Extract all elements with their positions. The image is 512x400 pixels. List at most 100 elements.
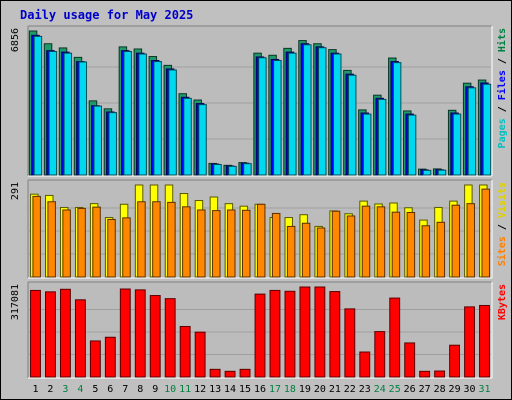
bar-kbytes-day-7 bbox=[119, 288, 131, 378]
bar-sites-day-9 bbox=[152, 201, 161, 278]
bar-pages-day-9 bbox=[153, 61, 162, 176]
day-label-2: 2 bbox=[47, 384, 53, 395]
chart-title: Daily usage for May 2025 bbox=[20, 8, 193, 22]
bar-sites-day-11 bbox=[182, 206, 191, 278]
bar-sites-day-2 bbox=[47, 201, 56, 278]
bar-kbytes-day-4 bbox=[74, 299, 86, 378]
day-label-28: 28 bbox=[434, 384, 446, 395]
bar-kbytes-day-10 bbox=[164, 298, 176, 378]
day-label-19: 19 bbox=[299, 384, 311, 395]
day-label-1: 1 bbox=[32, 384, 38, 395]
bar-sites-day-14 bbox=[227, 209, 236, 278]
panel-legend: Sites / Visits bbox=[496, 182, 508, 266]
bar-kbytes-day-27 bbox=[419, 370, 431, 378]
bar-pages-day-18 bbox=[288, 52, 297, 176]
bar-kbytes-day-8 bbox=[134, 289, 146, 378]
bar-sites-day-21 bbox=[331, 210, 341, 278]
panel-max-label: 317081 bbox=[10, 284, 21, 320]
bar-kbytes-day-20 bbox=[314, 286, 326, 378]
bar-sites-day-29 bbox=[451, 204, 461, 278]
day-label-12: 12 bbox=[194, 384, 206, 395]
bar-pages-day-12 bbox=[198, 104, 207, 176]
day-label-10: 10 bbox=[164, 384, 176, 395]
panel-kbytes: 317081 KBytes bbox=[10, 281, 508, 379]
day-label-22: 22 bbox=[344, 384, 356, 395]
bar-pages-day-15 bbox=[243, 163, 252, 176]
bar-pages-day-10 bbox=[168, 69, 177, 176]
bar-sites-day-7 bbox=[122, 217, 131, 278]
bar-sites-day-17 bbox=[271, 212, 281, 278]
bar-sites-day-6 bbox=[107, 218, 116, 278]
day-label-6: 6 bbox=[107, 384, 113, 395]
bar-sites-day-23 bbox=[361, 205, 371, 278]
day-label-11: 11 bbox=[179, 384, 191, 395]
bar-sites-day-8 bbox=[137, 201, 146, 278]
day-label-16: 16 bbox=[254, 384, 266, 395]
bar-kbytes-day-31 bbox=[479, 304, 490, 378]
day-label-3: 3 bbox=[62, 384, 68, 395]
bar-sites-day-28 bbox=[436, 221, 446, 278]
series-pages bbox=[33, 35, 492, 176]
day-label-4: 4 bbox=[77, 384, 83, 395]
bar-sites-day-26 bbox=[406, 212, 416, 278]
bar-kbytes-day-19 bbox=[299, 286, 311, 378]
bar-pages-day-25 bbox=[392, 62, 402, 176]
bar-pages-day-14 bbox=[228, 165, 237, 176]
bar-kbytes-day-9 bbox=[149, 295, 161, 378]
bar-kbytes-day-29 bbox=[449, 344, 461, 378]
bar-pages-day-5 bbox=[93, 105, 102, 176]
bar-pages-day-26 bbox=[407, 114, 417, 176]
day-label-9: 9 bbox=[152, 384, 158, 395]
bar-pages-day-1 bbox=[33, 35, 43, 176]
day-label-26: 26 bbox=[404, 384, 416, 395]
day-label-29: 29 bbox=[449, 384, 461, 395]
bar-pages-day-28 bbox=[437, 169, 447, 176]
legend-part: Hits bbox=[496, 28, 508, 52]
panel-max-label: 6856 bbox=[10, 28, 21, 52]
bar-sites-day-13 bbox=[212, 210, 221, 278]
panel-max-label: 291 bbox=[10, 182, 21, 200]
bar-sites-day-20 bbox=[316, 227, 326, 278]
bar-kbytes-day-17 bbox=[269, 289, 281, 378]
bar-pages-day-23 bbox=[362, 113, 372, 176]
day-label-17: 17 bbox=[269, 384, 281, 395]
bar-sites-day-22 bbox=[346, 215, 356, 278]
bar-kbytes-day-5 bbox=[89, 340, 101, 378]
bar-sites-day-30 bbox=[466, 203, 475, 278]
day-label-7: 7 bbox=[122, 384, 128, 395]
day-label-13: 13 bbox=[209, 384, 221, 395]
bar-kbytes-day-22 bbox=[344, 308, 356, 378]
day-label-18: 18 bbox=[284, 384, 296, 395]
bar-sites-day-19 bbox=[301, 222, 311, 278]
legend-part: KBytes bbox=[497, 284, 508, 320]
bar-sites-day-4 bbox=[77, 207, 86, 278]
bar-pages-day-27 bbox=[422, 169, 432, 176]
bar-pages-day-17 bbox=[273, 60, 282, 176]
bar-pages-day-11 bbox=[183, 97, 192, 176]
legend-part: / bbox=[497, 218, 508, 236]
bar-kbytes-day-6 bbox=[104, 336, 116, 378]
bar-pages-day-21 bbox=[332, 53, 342, 176]
bar-sites-day-16 bbox=[256, 203, 266, 278]
bar-pages-day-24 bbox=[377, 98, 387, 176]
day-label-23: 23 bbox=[359, 384, 371, 395]
day-label-25: 25 bbox=[389, 384, 401, 395]
bar-kbytes-day-24 bbox=[374, 331, 386, 378]
bar-pages-day-20 bbox=[318, 47, 327, 176]
day-label-30: 30 bbox=[464, 384, 476, 395]
day-label-15: 15 bbox=[239, 384, 251, 395]
bar-pages-day-3 bbox=[63, 52, 73, 176]
day-label-27: 27 bbox=[419, 384, 431, 395]
day-label-21: 21 bbox=[329, 384, 341, 395]
bar-pages-day-2 bbox=[48, 51, 58, 176]
bar-sites-day-15 bbox=[241, 209, 251, 278]
bar-kbytes-day-11 bbox=[179, 325, 191, 378]
bar-kbytes-day-14 bbox=[224, 370, 236, 378]
bar-kbytes-day-26 bbox=[404, 342, 416, 378]
bar-sites-day-27 bbox=[421, 225, 431, 278]
bar-pages-day-7 bbox=[123, 51, 132, 176]
day-label-8: 8 bbox=[137, 384, 143, 395]
bar-pages-day-6 bbox=[108, 112, 117, 176]
legend-part: Pages bbox=[497, 118, 508, 148]
